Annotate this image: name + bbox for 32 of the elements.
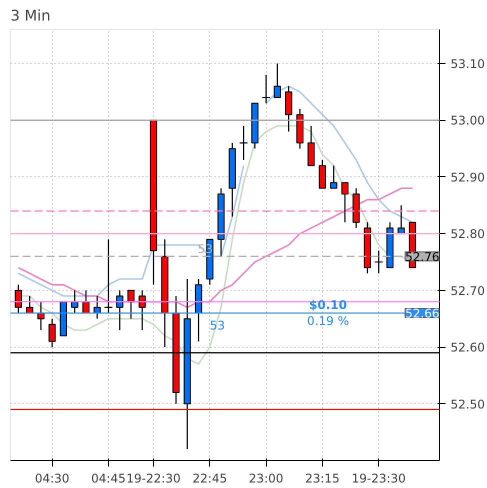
candlestick — [138, 290, 146, 331]
candlestick — [330, 165, 338, 189]
x-tick-label: 04:30 — [34, 472, 70, 486]
y-tick-label: 52.80 — [450, 227, 485, 242]
candlestick — [274, 62, 281, 98]
x-tick-label: 19-22:30 — [126, 472, 181, 486]
candlestick — [308, 125, 315, 166]
x-tick-label: 04:45 — [91, 472, 126, 486]
annotation: 53 — [210, 318, 226, 333]
y-tick-label: 53.10 — [450, 57, 485, 72]
ref-line-label: 52.76 — [405, 250, 440, 264]
annotation: $0.10 — [309, 298, 348, 312]
y-tick-label: 52.70 — [450, 284, 485, 298]
candlestick — [285, 86, 292, 132]
x-tick-label: 23:00 — [248, 472, 284, 486]
candlestick — [14, 284, 22, 314]
x-tick-label: 22:45 — [192, 472, 228, 486]
candlestick — [318, 159, 326, 189]
ref-line-label: 52.66 — [405, 306, 440, 321]
annotation: 53 — [198, 242, 213, 256]
candlestick — [104, 238, 113, 314]
x-tick-label: 23:15 — [305, 472, 340, 486]
y-tick-label: 52.60 — [450, 340, 485, 355]
annotation: 0.19 % — [307, 314, 349, 328]
candlestick — [48, 318, 56, 348]
chart-title: 3 Min — [10, 8, 50, 24]
candlestick — [116, 290, 124, 331]
y-tick-label: 53.00 — [450, 114, 485, 128]
y-tick-label: 52.90 — [450, 170, 485, 184]
y-tick-label: 52.50 — [450, 397, 485, 412]
x-tick-label: 19-23:30 — [352, 472, 406, 486]
candlestick — [341, 182, 349, 223]
